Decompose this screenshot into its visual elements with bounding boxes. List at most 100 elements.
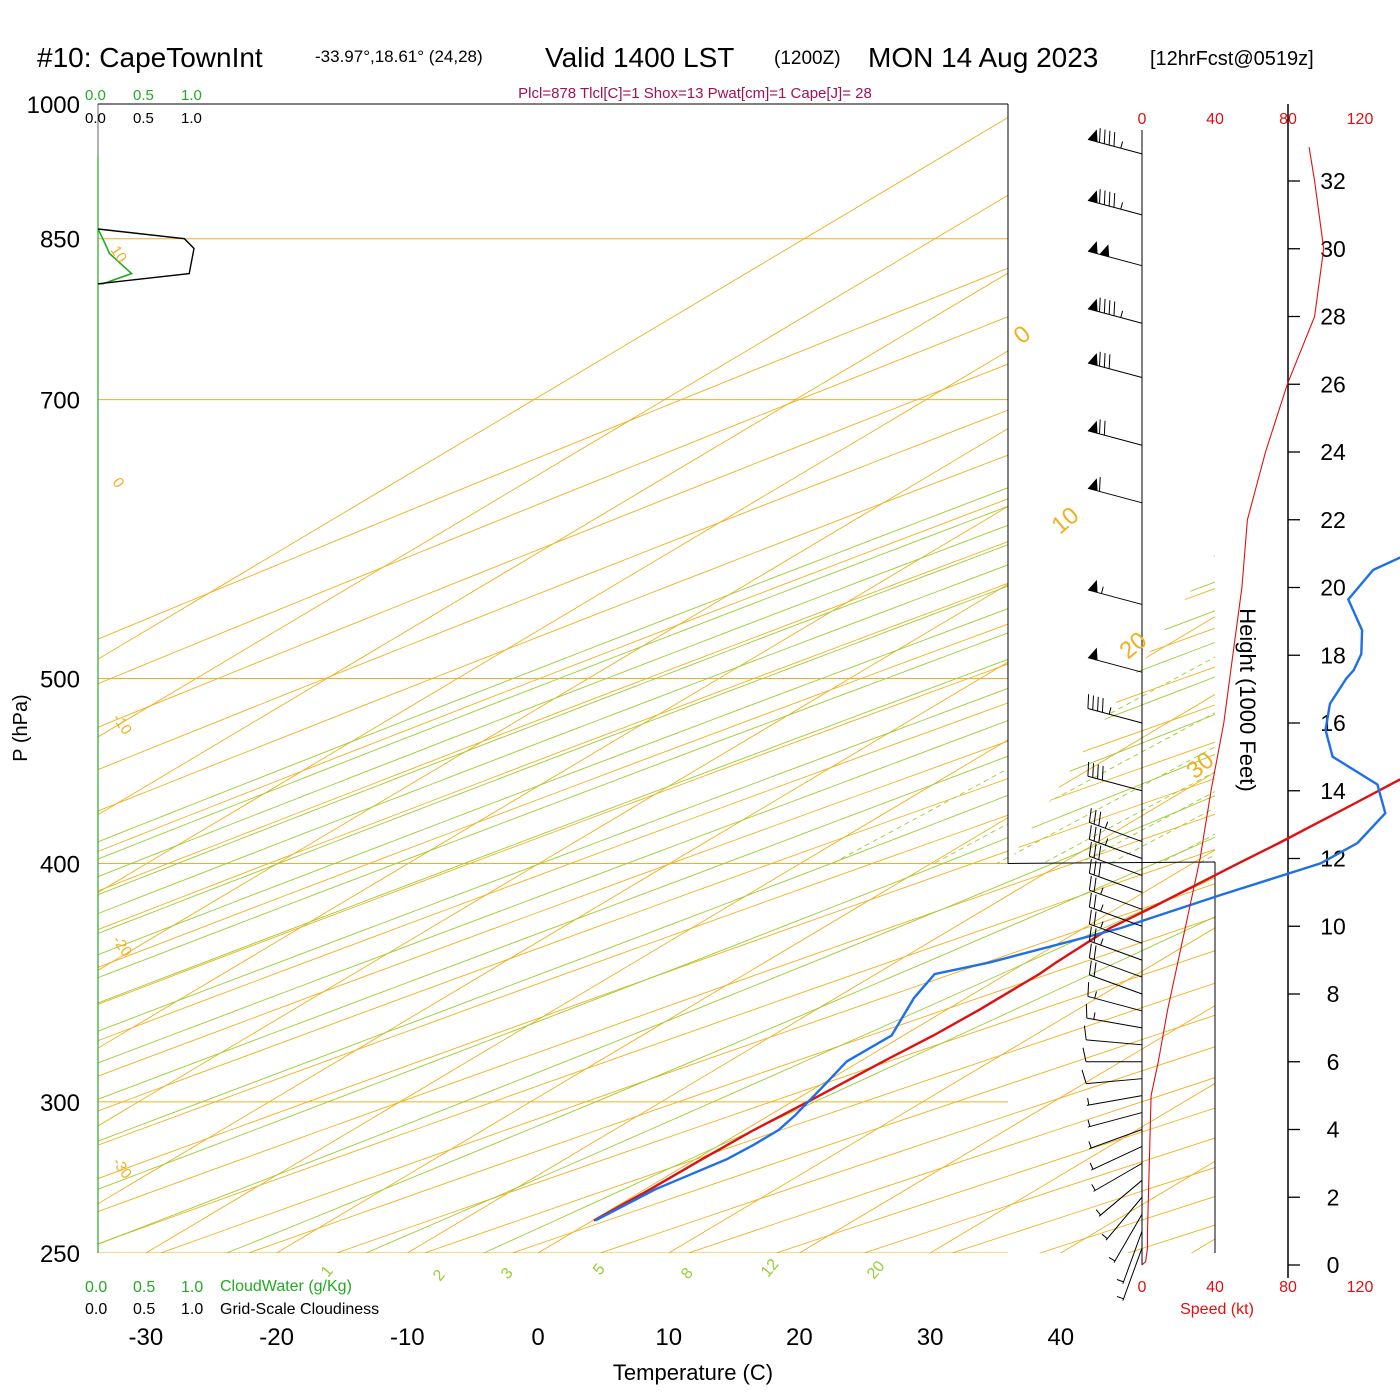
barb-half-flag bbox=[1094, 991, 1097, 999]
barb-flag bbox=[1093, 877, 1097, 892]
moist-adiabat bbox=[98, 104, 1215, 1103]
barb-shaft bbox=[1089, 872, 1143, 893]
wind-panel bbox=[1081, 128, 1325, 1301]
barb-flag bbox=[1098, 811, 1102, 826]
wind-barb bbox=[1101, 1196, 1143, 1241]
barb-flag bbox=[1113, 193, 1116, 208]
wind-barb bbox=[1095, 1179, 1143, 1217]
wind-barb bbox=[1116, 1230, 1143, 1284]
wind-barb bbox=[1087, 1112, 1143, 1128]
moist-adiabat bbox=[98, 104, 1215, 1160]
mixing-ratio-label: 3 bbox=[498, 1265, 517, 1283]
x-tick-label: 10 bbox=[655, 1324, 682, 1351]
cloudiness-profile bbox=[97, 228, 195, 285]
barb-pennant bbox=[1087, 352, 1098, 366]
barb-half-flag bbox=[1120, 310, 1124, 318]
barb-shaft bbox=[1089, 940, 1143, 961]
wind-barb bbox=[1087, 351, 1143, 378]
wind-barb bbox=[1088, 943, 1143, 978]
dry-adiabat bbox=[98, 104, 1215, 1253]
dry-adiabat bbox=[477, 104, 1215, 1253]
barb-half-flag bbox=[1087, 1098, 1090, 1106]
y-tick-label: 700 bbox=[40, 388, 80, 415]
barb-shaft bbox=[1122, 1230, 1143, 1284]
series-temperature bbox=[593, 778, 1400, 1222]
height-tick-label: 4 bbox=[1327, 1117, 1340, 1143]
dry-adiabat bbox=[98, 104, 1215, 1253]
wind-barb bbox=[1088, 858, 1143, 893]
barb-half-flag bbox=[1104, 821, 1109, 829]
barb-pennant bbox=[1087, 647, 1098, 661]
barb-flag bbox=[1098, 477, 1101, 492]
height-tick-label: 16 bbox=[1320, 710, 1346, 736]
wind-barb bbox=[1116, 1247, 1143, 1301]
wind-barb bbox=[1088, 909, 1143, 944]
dry-adiabat bbox=[98, 104, 1215, 1253]
stability-indices: Plcl=878 Tlcl[C]=1 Shox=13 Pwat[cm]=1 Ca… bbox=[518, 85, 872, 102]
dry-adiabat bbox=[98, 104, 1215, 1253]
dry-adiabat bbox=[98, 104, 1215, 1253]
barb-shaft bbox=[1098, 1179, 1143, 1217]
moist-adiabat bbox=[98, 104, 1215, 1253]
height-tick-label: 12 bbox=[1320, 846, 1346, 872]
barb-shaft bbox=[1113, 1213, 1143, 1263]
barb-half-flag bbox=[1108, 1257, 1116, 1262]
barb-flag bbox=[1083, 1025, 1087, 1040]
barb-flag bbox=[1092, 695, 1094, 710]
wind-barb bbox=[1087, 694, 1143, 724]
wind-barb bbox=[1082, 1047, 1142, 1063]
height-tick-label: 10 bbox=[1320, 913, 1346, 939]
wind-barb bbox=[1088, 842, 1143, 876]
title-zulu: (1200Z) bbox=[774, 48, 841, 69]
barb-shaft bbox=[1122, 1247, 1143, 1301]
wind-barb bbox=[1088, 1129, 1143, 1150]
barb-shaft bbox=[1089, 974, 1143, 995]
height-tick-label: 8 bbox=[1327, 981, 1340, 1007]
barb-shaft bbox=[1091, 1145, 1143, 1171]
barb-half-flag bbox=[1095, 1209, 1102, 1216]
speed-tick-bottom-2: 80 bbox=[1279, 1279, 1297, 1296]
x-tick-label: 20 bbox=[786, 1324, 813, 1351]
x-tick-label: 40 bbox=[1047, 1324, 1074, 1351]
dry-adiabat bbox=[98, 104, 1215, 1253]
moist-adiabat bbox=[98, 104, 1215, 1253]
moist-adiabat bbox=[98, 104, 1215, 1253]
barb-flag bbox=[1088, 842, 1092, 857]
height-tick-label: 14 bbox=[1320, 778, 1346, 804]
barb-pennant bbox=[1099, 244, 1110, 257]
barb-half-flag bbox=[1108, 707, 1112, 715]
wind-speed-profile bbox=[1141, 147, 1325, 1266]
dry-adiabat-label: -30 bbox=[109, 1155, 135, 1183]
chart-title: #10: CapeTownInt -33.97°,18.61° (24,28) … bbox=[37, 42, 1314, 73]
height-tick-label: 32 bbox=[1320, 168, 1346, 194]
barb-half-flag bbox=[1091, 1184, 1096, 1191]
isotherm bbox=[98, 104, 1215, 1253]
dry-adiabat bbox=[559, 104, 1215, 1253]
wind-barb bbox=[1108, 1213, 1143, 1263]
barb-flag bbox=[1103, 129, 1106, 144]
isotherm bbox=[749, 104, 1215, 1253]
moist-adiabat bbox=[98, 104, 1215, 1206]
barb-shaft bbox=[1089, 855, 1143, 876]
barb-shaft bbox=[1089, 838, 1143, 859]
mixing-ratio-label: 8 bbox=[678, 1265, 697, 1283]
dry-adiabat bbox=[98, 104, 1215, 1253]
barb-half-flag bbox=[1120, 202, 1124, 210]
cloud-scale-bottom: 0.0 0.5 1.0 CloudWater (g/Kg) 0.0 0.5 1.… bbox=[85, 1278, 379, 1318]
barb-flag bbox=[1082, 1047, 1087, 1062]
barb-shaft bbox=[1105, 1196, 1143, 1241]
mixing-ratio-line bbox=[1042, 104, 1215, 864]
mixing-ratio-label: 12 bbox=[758, 1256, 783, 1281]
isotherm bbox=[227, 104, 1215, 1253]
cloud-scale-bottom-green-2: 1.0 bbox=[181, 1279, 203, 1296]
height-tick-label: 26 bbox=[1320, 371, 1346, 397]
mixing-ratio-label: 20 bbox=[864, 1258, 889, 1283]
x-tick-label: 0 bbox=[531, 1324, 544, 1351]
height-tick-label: 2 bbox=[1327, 1184, 1340, 1210]
height-tick-label: 24 bbox=[1320, 439, 1346, 465]
cloud-scale-top-green-1: 0.5 bbox=[133, 87, 154, 104]
wind-barb bbox=[1091, 1162, 1143, 1192]
barb-half-flag bbox=[1093, 1012, 1096, 1020]
x-tick-label: -30 bbox=[129, 1324, 164, 1351]
